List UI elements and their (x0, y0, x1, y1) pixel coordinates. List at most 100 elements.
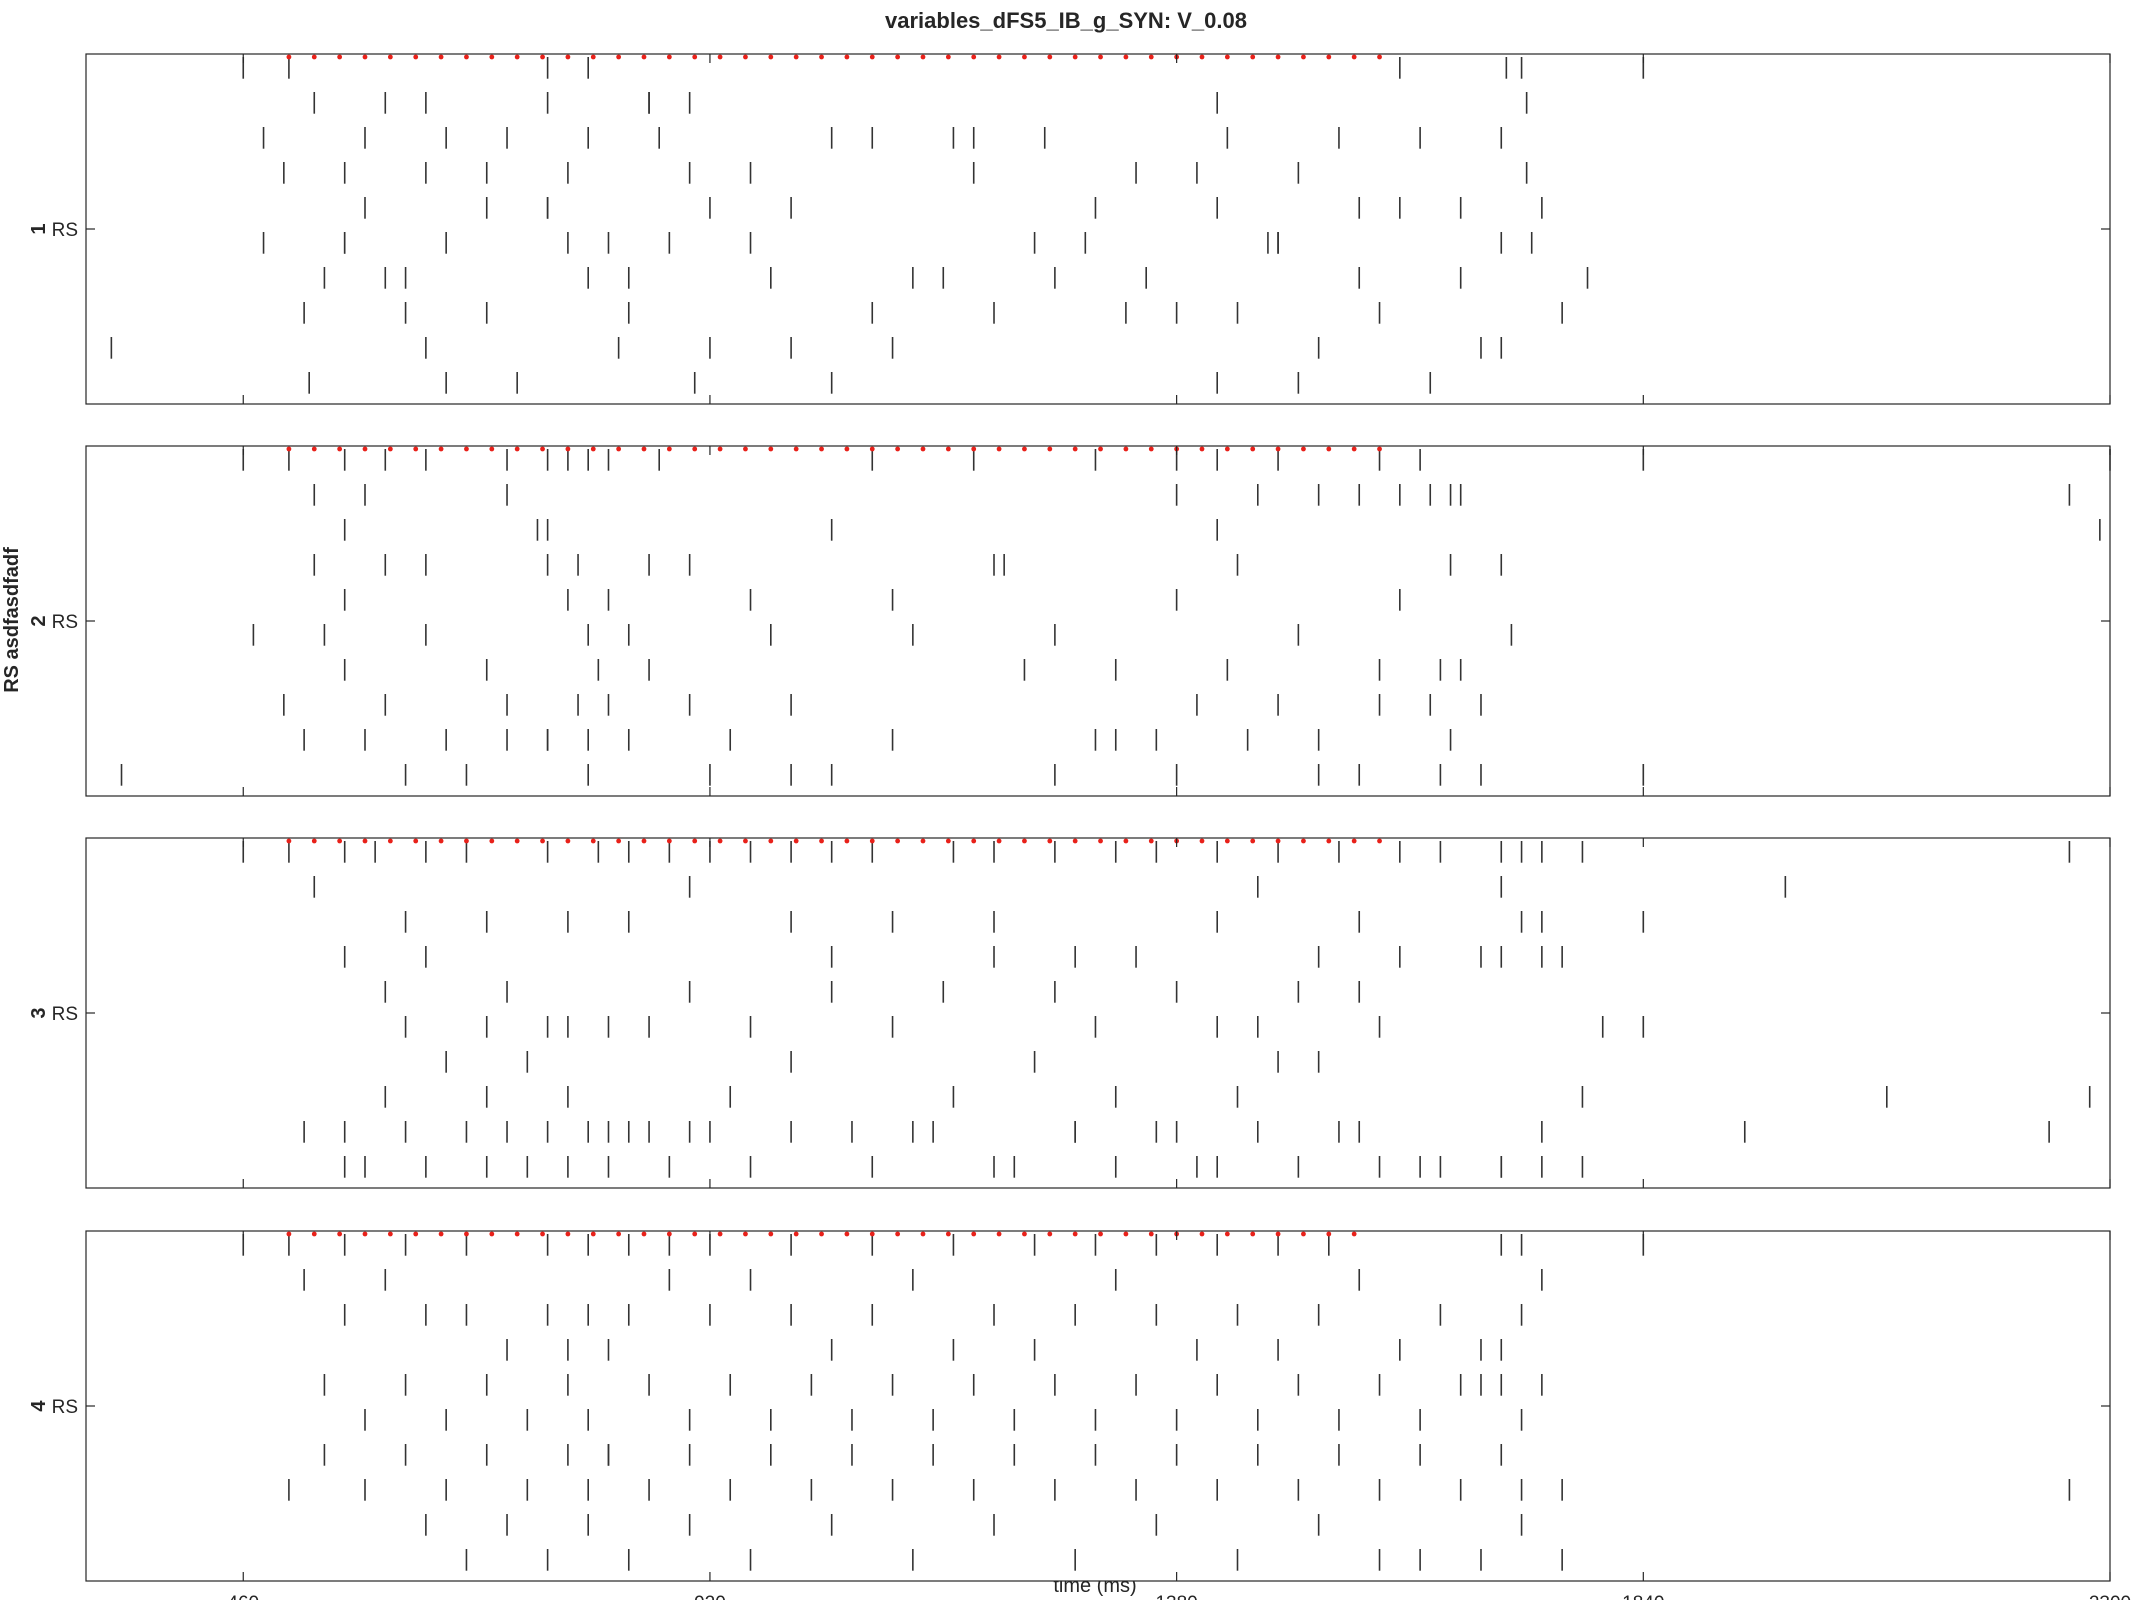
stimulus-marker (945, 54, 951, 60)
stimulus-marker (514, 54, 520, 60)
stimulus-marker (1047, 1231, 1053, 1237)
stimulus-marker (286, 54, 292, 60)
stimulus-marker (514, 1231, 520, 1237)
x-tick-label: 2300 (2089, 1593, 2131, 1600)
stimulus-marker (920, 838, 926, 844)
stimulus-marker (413, 446, 419, 452)
stimulus-marker (717, 1231, 723, 1237)
stimulus-marker (489, 838, 495, 844)
stimulus-marker (768, 446, 774, 452)
stimulus-marker (362, 838, 368, 844)
raster-panel-3: RS3 (28, 837, 2111, 1189)
stimulus-marker (1250, 54, 1256, 60)
stimulus-marker (1123, 838, 1129, 844)
stimulus-marker (413, 54, 419, 60)
stimulus-marker (996, 446, 1002, 452)
stimulus-marker (819, 446, 824, 452)
stimulus-marker (971, 838, 977, 844)
stimulus-marker (768, 838, 774, 844)
stimulus-marker (1098, 838, 1103, 844)
raster-panel-2: RS2 (28, 445, 2111, 797)
stimulus-marker (1351, 838, 1357, 844)
stimulus-marker (616, 446, 622, 452)
stimulus-marker (895, 1231, 901, 1237)
stimulus-marker (768, 54, 774, 60)
stimulus-marker (311, 54, 317, 60)
chart-title: variables_dFS5_IB_g_SYN: V_0.08 (885, 8, 1247, 33)
stimulus-marker (311, 838, 317, 844)
stimulus-marker (464, 1231, 469, 1237)
panel-label-3: 3 (28, 1007, 50, 1018)
stimulus-marker (1022, 1231, 1027, 1237)
stimulus-marker (743, 838, 748, 844)
stimulus-marker (895, 838, 901, 844)
stimulus-marker (387, 54, 393, 60)
y-tick-label: RS (52, 220, 78, 241)
stimulus-marker (337, 446, 343, 452)
stimulus-marker (1123, 54, 1129, 60)
stimulus-marker (438, 1231, 444, 1237)
stimulus-marker (1275, 838, 1281, 844)
stimulus-marker (743, 1231, 748, 1237)
stimulus-marker (717, 446, 723, 452)
stimulus-marker (311, 446, 317, 452)
stimulus-marker (920, 1231, 926, 1237)
stimulus-marker (514, 838, 520, 844)
stimulus-marker (590, 1231, 596, 1237)
stimulus-marker (819, 1231, 824, 1237)
stimulus-marker (362, 1231, 368, 1237)
stimulus-marker (1377, 54, 1382, 60)
stimulus-marker (1351, 446, 1357, 452)
stimulus-marker (793, 838, 799, 844)
stimulus-marker (286, 838, 292, 844)
stimulus-marker (1072, 446, 1078, 452)
stimulus-marker (540, 838, 545, 844)
stimulus-marker (793, 1231, 799, 1237)
stimulus-marker (1148, 838, 1154, 844)
stimulus-marker (1377, 838, 1382, 844)
stimulus-marker (1098, 1231, 1103, 1237)
stimulus-marker (464, 54, 469, 60)
panel-frame (85, 445, 2111, 797)
stimulus-marker (1351, 54, 1357, 60)
stimulus-marker (819, 54, 824, 60)
stimulus-marker (413, 838, 419, 844)
panel-frame (85, 1230, 2111, 1582)
stimulus-marker (565, 54, 571, 60)
stimulus-marker (869, 446, 875, 452)
stimulus-marker (666, 1231, 672, 1237)
stimulus-marker (464, 838, 469, 844)
stimulus-marker (1123, 446, 1129, 452)
stimulus-marker (793, 54, 799, 60)
stimulus-marker (996, 1231, 1002, 1237)
y-tick-label: RS (52, 1004, 78, 1025)
stimulus-marker (1301, 1231, 1306, 1237)
stimulus-marker (1047, 446, 1053, 452)
stimulus-marker (692, 838, 698, 844)
stimulus-marker (819, 838, 824, 844)
stimulus-marker (387, 838, 393, 844)
stimulus-marker (844, 1231, 850, 1237)
stimulus-marker (362, 54, 368, 60)
stimulus-marker (743, 54, 748, 60)
stimulus-marker (1326, 54, 1332, 60)
stimulus-marker (920, 446, 926, 452)
stimulus-marker (793, 446, 799, 452)
stimulus-marker (971, 446, 977, 452)
stimulus-marker (590, 838, 596, 844)
stimulus-marker (540, 54, 545, 60)
stimulus-marker (844, 54, 850, 60)
panel-label-4: 4 (28, 1400, 50, 1412)
stimulus-marker (1275, 446, 1281, 452)
stimulus-marker (1250, 838, 1256, 844)
panel-frame (85, 53, 2111, 405)
stimulus-marker (996, 838, 1002, 844)
stimulus-marker (1224, 1231, 1230, 1237)
x-tick-label: 1380 (1155, 1593, 1197, 1600)
raster-panel-1: RS1 (28, 53, 2111, 405)
stimulus-marker (945, 1231, 951, 1237)
y-axis-label: RS asdfasdfadf (1, 547, 23, 693)
stimulus-marker (1072, 1231, 1078, 1237)
stimulus-marker (895, 54, 901, 60)
